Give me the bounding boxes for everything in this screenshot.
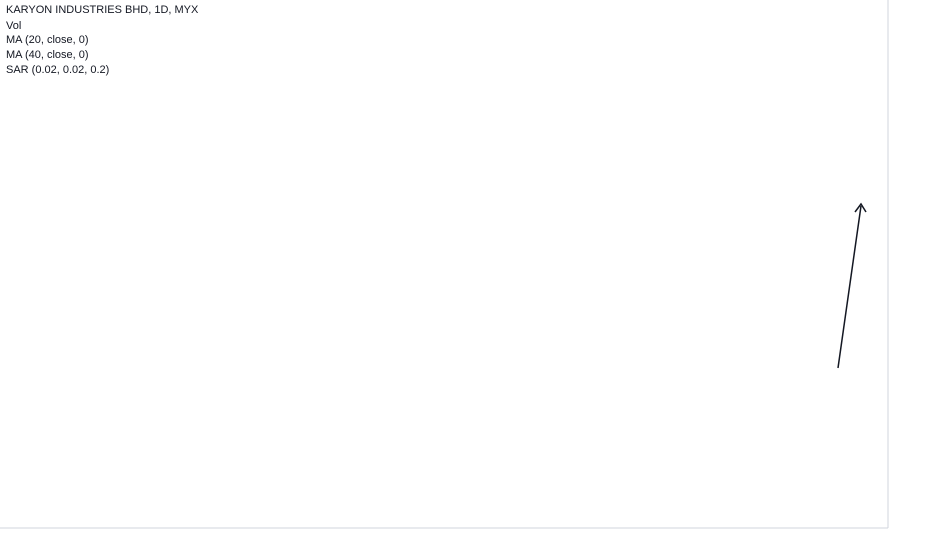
- legend-entry: MA (20, close, 0): [6, 34, 89, 46]
- arrow-head: [854, 202, 867, 213]
- arrow: [837, 202, 867, 369]
- arrow-line: [837, 205, 862, 369]
- legend-entry: MA (40, close, 0): [6, 49, 89, 61]
- legend: KARYON INDUSTRIES BHD, 1D, MYX Vol MA (2…: [6, 4, 199, 76]
- legend-title: KARYON INDUSTRIES BHD, 1D, MYX: [6, 4, 199, 16]
- legend-entry: SAR (0.02, 0.02, 0.2): [6, 64, 109, 76]
- legend-entry: Vol: [6, 20, 21, 32]
